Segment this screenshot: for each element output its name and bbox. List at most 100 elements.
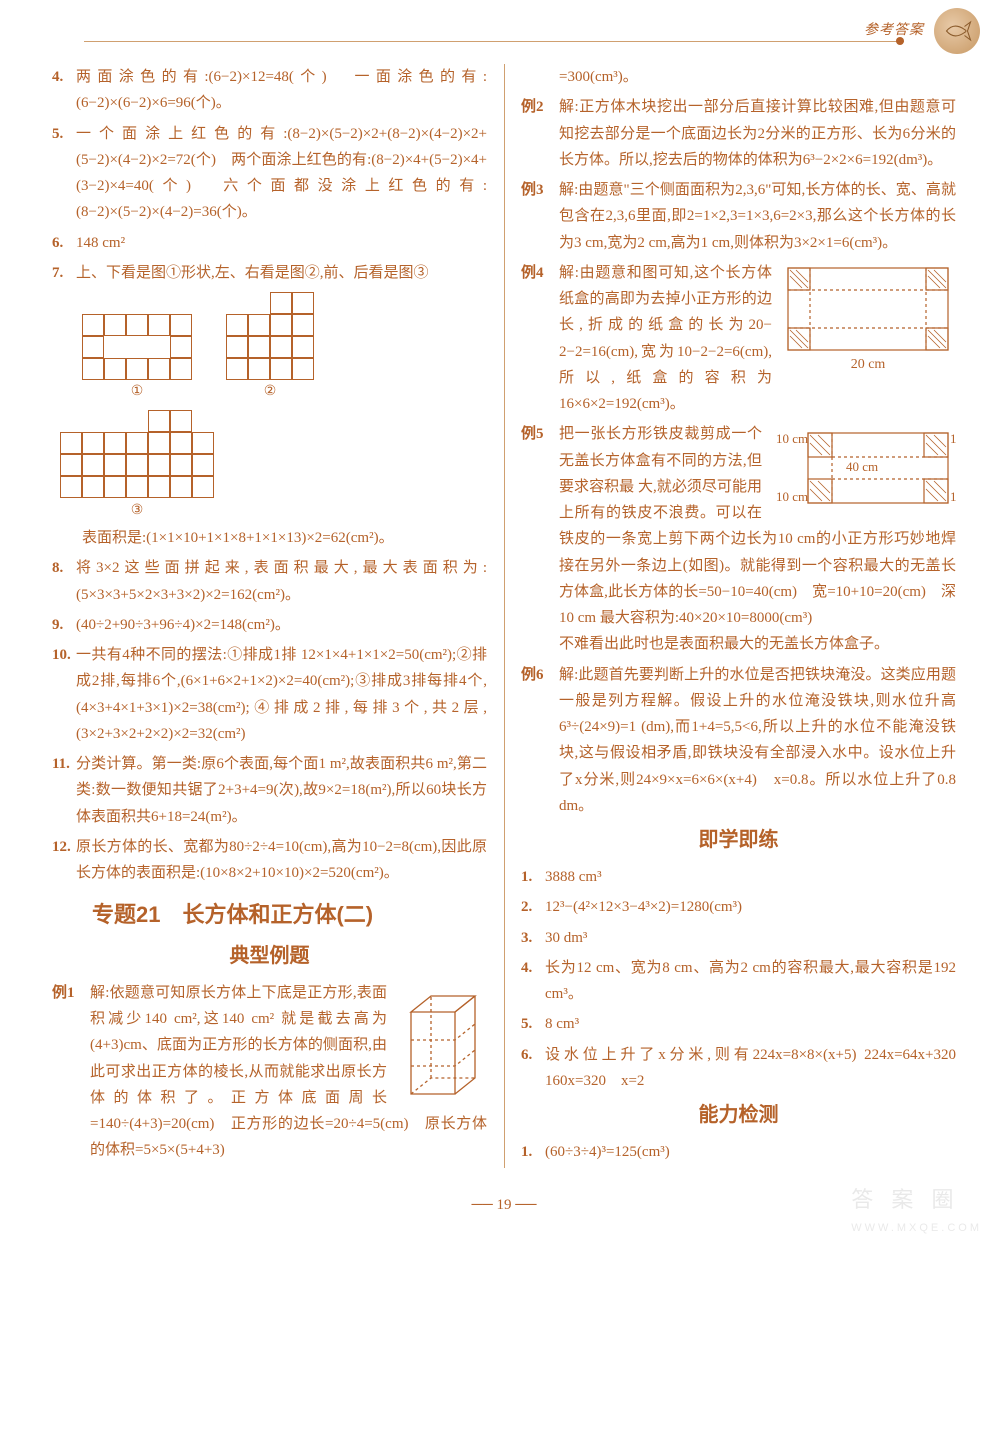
watermark-text: 答 案 圈 (851, 1187, 959, 1212)
item-body: 一共有4种不同的摆法:①排成1排 12×1×4+1×1×2=50(cm²);②排… (76, 642, 487, 747)
item-body: 一个面涂上红色的有:(8−2)×(5−2)×2+(8−2)×(4−2)×2+(5… (76, 121, 487, 226)
figure-3: ③ (60, 411, 214, 524)
example-number: 例5 (521, 421, 559, 657)
example-number: 例4 (521, 260, 559, 418)
example-4: 例4 20 cm 解:由题意和图可知,这个长方体纸盒的高即为去 (521, 260, 956, 418)
item-number: 10. (52, 642, 76, 747)
figure-2: ② (226, 292, 314, 405)
figure-3-label: ③ (60, 499, 214, 524)
example-text-a: 解:由题意和图可知,这个长方体纸盒的高即为去掉小正方形的边长,折成的纸盒的长为2… (559, 265, 772, 334)
page-number: ── 19 ── (52, 1192, 956, 1218)
ability-1: 1. (60÷3÷4)³=125(cm³) (521, 1139, 956, 1165)
cuboid-figure (397, 982, 487, 1102)
section-heading-ability: 能力检测 (521, 1098, 956, 1133)
fig-label-tl: 10 cm (776, 431, 808, 446)
example-body: 解:此题首先要判断上升的水位是否把铁块淹没。这类应用题一般是列方程解。假设上升的… (559, 662, 956, 820)
example-6: 例6 解:此题首先要判断上升的水位是否把铁块淹没。这类应用题一般是列方程解。假设… (521, 662, 956, 820)
figure-area-line: 表面积是:(1×1×10+1×1×8+1×1×13)×2=62(cm²)。 (82, 525, 487, 551)
item-number: 6. (521, 1042, 545, 1095)
example-body: 10 cm 10 cm 10 cm 10 cm 40 cm 把一张长方形铁皮裁剪… (559, 421, 956, 657)
header-fish-icon (934, 8, 980, 54)
item-body: 长为12 cm、宽为8 cm、高为2 cm的容积最大,最大容积是192 cm³。 (545, 955, 956, 1008)
fig-label-bl: 10 cm (776, 489, 808, 504)
example-number: 例1 (52, 980, 90, 1164)
item-body: 3888 cm³ (545, 864, 956, 890)
item-number: 11. (52, 751, 76, 830)
item-number: 1. (521, 864, 545, 890)
topic-heading: 专题21 长方体和正方体(二) (92, 896, 487, 935)
answer-item-6: 6. 148 cm² (52, 230, 487, 256)
item-number: 1. (521, 1139, 545, 1165)
practice-5: 5. 8 cm³ (521, 1011, 956, 1037)
net-figure-label: 20 cm (851, 357, 886, 372)
example-body: 解:由题意"三个侧面面积为2,3,6"可知,长方体的长、宽、高就包含在2,3,6… (559, 177, 956, 256)
example-body: 解:正方体木块挖出一部分后直接计算比较困难,但由题意可知挖去部分是一个底面边长为… (559, 94, 956, 173)
grid-figure-3 (60, 411, 214, 499)
item-body: 8 cm³ (545, 1011, 956, 1037)
practice-6: 6. 设水位上升了x分米,则有224x=8×8×(x+5) 224x=64x+3… (521, 1042, 956, 1095)
practice-1: 1. 3888 cm³ (521, 864, 956, 890)
answer-item-8: 8. 将3×2这些面拼起来,表面积最大,最大表面积为:(5×3×3+5×2×3+… (52, 555, 487, 608)
example-number: 例2 (521, 94, 559, 173)
page-header: 参考答案 (864, 8, 980, 54)
header-rule (84, 40, 904, 42)
grid-figure-2 (226, 292, 314, 380)
watermark: 答 案 圈 WWW.MXQE.COM (851, 1181, 982, 1239)
item-body: (40÷2+90÷3+96÷4)×2=148(cm²)。 (76, 612, 487, 638)
item-body: 原长方体的长、宽都为80÷2÷4=10(cm),高为10−2=8(cm),因此原… (76, 834, 487, 887)
example-1: 例1 解:依题意可知原长方体上下底是正方形,表面积减少140 cm²,这140 … (52, 980, 487, 1164)
watermark-url: WWW.MXQE.COM (851, 1219, 982, 1238)
item-number: 4. (521, 955, 545, 1008)
grid-figure-1 (82, 314, 192, 380)
item-number: 2. (521, 894, 545, 920)
practice-4: 4. 长为12 cm、宽为8 cm、高为2 cm的容积最大,最大容积是192 c… (521, 955, 956, 1008)
fig-label-tr: 10 cm (950, 431, 956, 446)
item-body: 148 cm² (76, 230, 487, 256)
example-text-b: 2−2=16(cm),宽为10−2−2=6(cm),所以,纸盒的容积为16×6×… (559, 344, 772, 413)
section-heading-practice: 即学即练 (521, 823, 956, 858)
answer-item-7: 7. 上、下看是图①形状,左、右看是图②,前、后看是图③ ① ② ③ 表面积是:… (52, 260, 487, 552)
item-body: (60÷3÷4)³=125(cm³) (545, 1139, 956, 1165)
item-number: 3. (521, 925, 545, 951)
answer-item-11: 11. 分类计算。第一类:原6个表面,每个面1 m²,故表面积共6 m²,第二类… (52, 751, 487, 830)
figure-row-2: ③ (60, 411, 487, 524)
figure-2-label: ② (226, 380, 314, 405)
item-body: 12³−(4²×12×3−4³×2)=1280(cm³) (545, 894, 956, 920)
item-number: 5. (521, 1011, 545, 1037)
item-body: 分类计算。第一类:原6个表面,每个面1 m²,故表面积共6 m²,第二类:数一数… (76, 751, 487, 830)
figure-1: ① (82, 314, 192, 405)
fig-label-br: 10 cm (950, 489, 956, 504)
item-number: 7. (52, 260, 76, 286)
item-number: 6. (52, 230, 76, 256)
answer-item-4: 4. 两面涂色的有:(6−2)×12=48(个) 一面涂色的有:(6−2)×(6… (52, 64, 487, 117)
figure-1-label: ① (82, 380, 192, 405)
example-1-cont: =300(cm³)。 (559, 64, 956, 90)
practice-3: 3. 30 dm³ (521, 925, 956, 951)
item-body: 30 dm³ (545, 925, 956, 951)
sheet-figure: 10 cm 10 cm 10 cm 10 cm 40 cm (772, 423, 956, 519)
item-number: 5. (52, 121, 76, 226)
example-3: 例3 解:由题意"三个侧面面积为2,3,6"可知,长方体的长、宽、高就包含在2,… (521, 177, 956, 256)
example-2: 例2 解:正方体木块挖出一部分后直接计算比较困难,但由题意可知挖去部分是一个底面… (521, 94, 956, 173)
answer-item-12: 12. 原长方体的长、宽都为80÷2÷4=10(cm),高为10−2=8(cm)… (52, 834, 487, 887)
practice-2: 2. 12³−(4²×12×3−4³×2)=1280(cm³) (521, 894, 956, 920)
answer-item-9: 9. (40÷2+90÷3+96÷4)×2=148(cm²)。 (52, 612, 487, 638)
example-body: 20 cm 解:由题意和图可知,这个长方体纸盒的高即为去掉小正方形的边长,折成的… (559, 260, 956, 418)
example-text-c: 不难看出此时也是表面积最大的无盖长方体盒子。 (559, 636, 889, 652)
fig-label-mid: 40 cm (846, 459, 878, 474)
page-number-value: 19 (497, 1197, 512, 1213)
item-body: 将3×2这些面拼起来,表面积最大,最大表面积为:(5×3×3+5×2×3+3×2… (76, 555, 487, 608)
item-body: 设水位上升了x分米,则有224x=8×8×(x+5) 224x=64x+320 … (545, 1042, 956, 1095)
example-number: 例6 (521, 662, 559, 820)
example-body: 解:依题意可知原长方体上下底是正方形,表面积减少140 cm²,这140 cm²… (90, 980, 487, 1164)
example-5: 例5 10 cm (521, 421, 956, 657)
net-figure: 20 cm (782, 262, 956, 374)
item-body: 上、下看是图①形状,左、右看是图②,前、后看是图③ (76, 260, 487, 286)
header-tag: 参考答案 (864, 19, 924, 44)
example-number: 例3 (521, 177, 559, 256)
content-columns: 4. 两面涂色的有:(6−2)×12=48(个) 一面涂色的有:(6−2)×(6… (52, 64, 956, 1168)
item-number: 4. (52, 64, 76, 117)
answer-item-10: 10. 一共有4种不同的摆法:①排成1排 12×1×4+1×1×2=50(cm²… (52, 642, 487, 747)
section-heading-examples: 典型例题 (52, 939, 487, 974)
item-number: 8. (52, 555, 76, 608)
